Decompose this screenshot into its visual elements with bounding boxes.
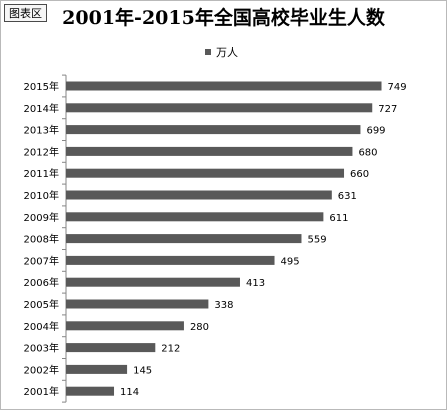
data-label: 413 (246, 278, 265, 289)
bar[interactable] (66, 125, 361, 135)
bar[interactable] (66, 277, 240, 287)
category-label: 2011年 (24, 167, 59, 180)
category-label: 2008年 (24, 233, 59, 246)
bar[interactable] (66, 81, 382, 91)
category-label: 2014年 (24, 102, 59, 115)
bar[interactable] (66, 168, 345, 178)
legend: 万人 (205, 44, 238, 60)
category-label: 2005年 (24, 298, 59, 311)
category-label: 2013年 (24, 124, 59, 137)
category-label: 2006年 (24, 276, 59, 289)
bar[interactable] (66, 386, 115, 396)
data-label: 145 (133, 365, 152, 376)
data-label: 727 (378, 104, 397, 115)
bar[interactable] (66, 103, 373, 113)
data-label: 495 (281, 256, 300, 267)
bar[interactable] (66, 321, 184, 331)
data-label: 660 (350, 169, 369, 180)
category-label: 2004年 (24, 320, 59, 333)
bars-group: 2015年 749 2014年 727 2013年 699 2012年 680 2011年 660… (24, 74, 407, 403)
bar[interactable] (66, 299, 209, 309)
bar[interactable] (66, 146, 353, 156)
chart-title: 2001年-2015年全国高校毕业生人数 (62, 7, 385, 29)
data-label: 280 (190, 322, 209, 333)
bar[interactable] (66, 212, 324, 222)
bar[interactable] (66, 255, 275, 265)
data-label: 749 (388, 82, 407, 93)
category-label: 2009年 (24, 211, 59, 224)
data-label: 611 (329, 213, 348, 224)
bar[interactable] (66, 190, 332, 200)
data-label: 114 (120, 387, 139, 398)
data-label: 338 (214, 300, 233, 311)
bar[interactable] (66, 343, 156, 353)
data-label: 699 (366, 126, 385, 137)
data-label: 559 (307, 235, 326, 246)
data-label: 680 (358, 147, 377, 158)
data-label: 631 (338, 191, 357, 202)
category-label: 2015年 (24, 80, 59, 93)
bar[interactable] (66, 234, 302, 244)
category-label: 2007年 (24, 254, 59, 267)
category-label: 2001年 (24, 385, 59, 398)
bar[interactable] (66, 364, 128, 374)
category-label: 2003年 (24, 342, 59, 355)
legend-swatch (205, 49, 211, 55)
chart-area-label: 图表区 (4, 4, 47, 22)
category-label: 2012年 (24, 145, 59, 158)
category-label: 2002年 (24, 363, 59, 376)
category-label: 2010年 (24, 189, 59, 202)
legend-label: 万人 (216, 46, 238, 59)
data-label: 212 (161, 344, 180, 355)
